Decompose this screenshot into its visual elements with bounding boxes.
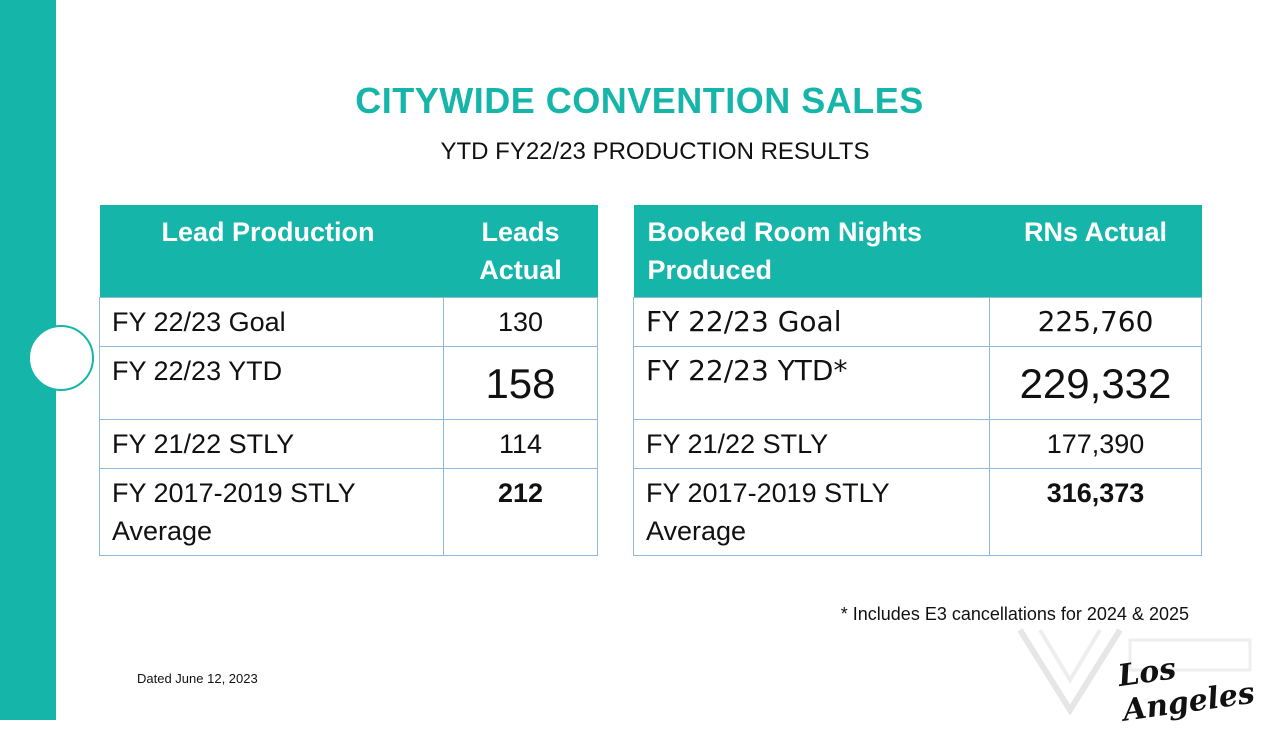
table-row: FY 22/23 YTD 158 bbox=[99, 346, 598, 420]
row-value: 225,760 bbox=[989, 297, 1202, 347]
leads-actual-header: Leads Actual bbox=[443, 205, 598, 298]
table-header-row: Lead Production Leads Actual bbox=[99, 205, 598, 298]
table-row: FY 2017-2019 STLY Average 316,373 bbox=[633, 468, 1202, 556]
page-subtitle: YTD FY22/23 PRODUCTION RESULTS bbox=[440, 138, 870, 165]
table-row: FY 22/23 YTD* 229,332 bbox=[633, 346, 1202, 420]
row-value: 229,332 bbox=[989, 346, 1202, 420]
table-row: FY 2017-2019 STLY Average 212 bbox=[99, 468, 598, 556]
table-row: FY 22/23 Goal 225,760 bbox=[633, 297, 1202, 347]
decorative-circle bbox=[28, 325, 94, 391]
row-label: FY 22/23 Goal bbox=[633, 297, 990, 347]
row-value: 316,373 bbox=[989, 468, 1202, 556]
rns-actual-header: RNs Actual bbox=[989, 205, 1202, 298]
page-title: CITYWIDE CONVENTION SALES bbox=[355, 80, 924, 121]
lead-production-table: Lead Production Leads Actual FY 22/23 Go… bbox=[99, 205, 598, 556]
row-label: FY 22/23 YTD* bbox=[633, 346, 990, 420]
row-label: FY 21/22 STLY bbox=[633, 419, 990, 469]
watermark-graphic bbox=[1017, 628, 1252, 715]
booked-room-nights-header: Booked Room Nights Produced bbox=[633, 205, 990, 298]
table-header-row: Booked Room Nights Produced RNs Actual bbox=[633, 205, 1202, 298]
row-label: FY 21/22 STLY bbox=[99, 419, 444, 469]
row-value: 158 bbox=[443, 346, 598, 420]
table-row: FY 21/22 STLY 114 bbox=[99, 419, 598, 469]
dated-label: Dated June 12, 2023 bbox=[137, 671, 258, 686]
row-label: FY 2017-2019 STLY Average bbox=[633, 468, 990, 556]
table-row: FY 22/23 Goal 130 bbox=[99, 297, 598, 347]
row-value: 114 bbox=[443, 419, 598, 469]
row-label: FY 2017-2019 STLY Average bbox=[99, 468, 444, 556]
row-value: 130 bbox=[443, 297, 598, 347]
lead-production-header: Lead Production bbox=[99, 205, 444, 298]
footnote: * Includes E3 cancellations for 2024 & 2… bbox=[840, 604, 1189, 624]
row-value: 177,390 bbox=[989, 419, 1202, 469]
row-label: FY 22/23 YTD bbox=[99, 346, 444, 420]
row-label: FY 22/23 Goal bbox=[99, 297, 444, 347]
table-row: FY 21/22 STLY 177,390 bbox=[633, 419, 1202, 469]
room-nights-table: Booked Room Nights Produced RNs Actual F… bbox=[633, 205, 1202, 556]
row-value: 212 bbox=[443, 468, 598, 556]
